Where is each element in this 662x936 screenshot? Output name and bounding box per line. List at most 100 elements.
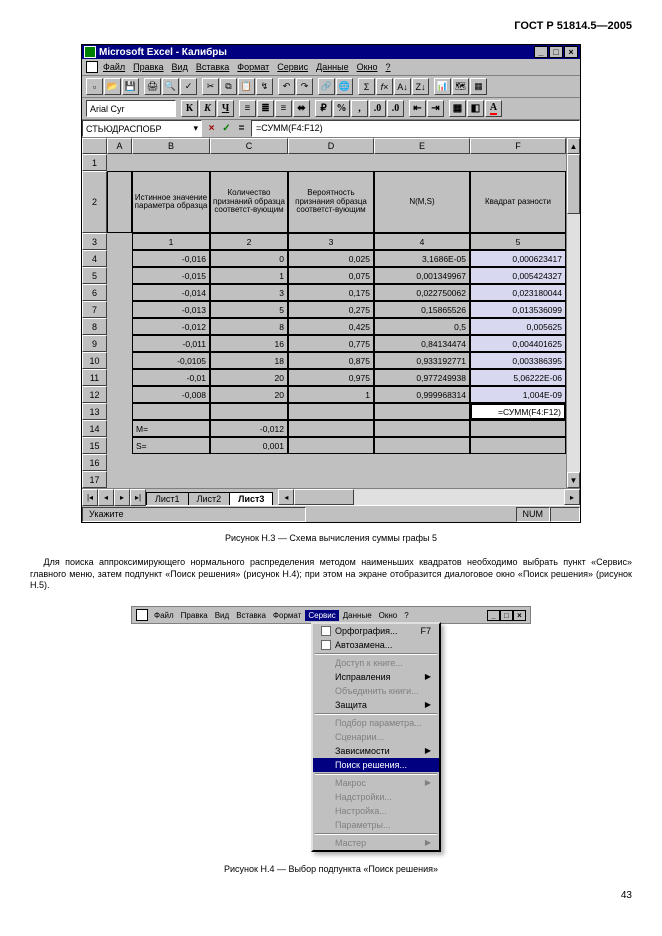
cell[interactable]: 0,005625 [470,318,566,335]
cell[interactable] [107,403,132,420]
cell[interactable] [374,403,470,420]
italic-icon[interactable]: K [199,100,216,117]
cell[interactable] [107,250,132,267]
cell[interactable]: 2 [210,233,288,250]
cell[interactable] [107,420,132,437]
font-combo[interactable]: Arial Cyr [86,100,176,117]
menu-help[interactable]: ? [383,61,394,73]
cell[interactable]: 0 [210,250,288,267]
col-header-a[interactable]: A [107,138,132,154]
cell[interactable]: 20 [210,369,288,386]
row-header-5[interactable]: 5 [82,267,107,284]
row-header-2[interactable]: 2 [82,171,107,233]
vertical-scrollbar[interactable]: ▲ ▼ [566,138,580,488]
cell[interactable] [107,171,132,233]
row-header-12[interactable]: 12 [82,386,107,403]
menu-insert[interactable]: Вставка [193,61,232,73]
cell[interactable]: 0,84134474 [374,335,470,352]
horizontal-scrollbar[interactable]: ◂ ▸ [278,489,580,505]
cell[interactable] [470,437,566,454]
sort-desc-icon[interactable]: Z↓ [412,78,429,95]
cell[interactable] [374,154,470,171]
row-header-8[interactable]: 8 [82,318,107,335]
cell[interactable] [374,420,470,437]
cell[interactable] [107,454,132,471]
cell[interactable] [132,403,210,420]
col-header-d[interactable]: D [288,138,374,154]
font-color-icon[interactable]: А [485,100,502,117]
cell[interactable]: 18 [210,352,288,369]
sheet-tab[interactable]: Лист1 [146,492,189,505]
name-box[interactable]: СТЬЮДРАСПОБР▾ [82,120,202,137]
new-icon[interactable]: ▫ [86,78,103,95]
menu2-tools[interactable]: Сервис [305,610,338,621]
col-header-b[interactable]: B [132,138,210,154]
cell[interactable] [288,471,374,488]
copy-icon[interactable]: ⧉ [220,78,237,95]
cell[interactable]: Вероятность признания образца соответст-… [288,171,374,233]
row-header-11[interactable]: 11 [82,369,107,386]
cell[interactable]: 0,775 [288,335,374,352]
cell[interactable]: -0,013 [132,301,210,318]
cell[interactable]: 0,022750062 [374,284,470,301]
tab-first-icon[interactable]: |◂ [82,489,98,506]
menu-item[interactable]: Орфография...F7 [313,624,439,638]
row-header-15[interactable]: 15 [82,437,107,454]
cell[interactable] [288,437,374,454]
menu-item[interactable]: Зависимости▶ [313,744,439,758]
cell[interactable] [374,437,470,454]
underline-icon[interactable]: Ч [217,100,234,117]
menu2-edit[interactable]: Правка [178,610,211,621]
cell[interactable]: 0,025 [288,250,374,267]
min2-icon[interactable]: _ [487,610,500,621]
cell[interactable] [470,420,566,437]
sort-asc-icon[interactable]: A↓ [394,78,411,95]
col-header-c[interactable]: C [210,138,288,154]
cell[interactable] [107,233,132,250]
inc-dec-icon[interactable]: .0 [369,100,386,117]
menu-item[interactable]: Автозамена... [313,638,439,652]
menu-item[interactable]: Защита▶ [313,698,439,712]
comma-icon[interactable]: , [351,100,368,117]
cell[interactable] [107,386,132,403]
row-header-4[interactable]: 4 [82,250,107,267]
cell[interactable]: 0,003386395 [470,352,566,369]
currency-icon[interactable]: ₽ [315,100,332,117]
cancel-icon[interactable]: × [204,121,219,136]
cell[interactable] [288,154,374,171]
cell[interactable]: Квадрат разности [470,171,566,233]
cell[interactable]: -0,012 [132,318,210,335]
cell[interactable] [210,154,288,171]
cell[interactable]: 1 [210,267,288,284]
cell[interactable] [132,471,210,488]
cell[interactable]: S= [132,437,210,454]
cell[interactable] [107,267,132,284]
menu2-insert[interactable]: Вставка [233,610,269,621]
cell[interactable] [107,335,132,352]
cell[interactable]: 5,06222E-06 [470,369,566,386]
cell[interactable] [470,454,566,471]
cell[interactable]: -0,0105 [132,352,210,369]
formula-input[interactable]: =СУММ(F4:F12) [251,120,580,137]
open-icon[interactable]: 📂 [104,78,121,95]
cell[interactable]: 1 [288,386,374,403]
align-center-icon[interactable]: ≣ [257,100,274,117]
col-header-f[interactable]: F [470,138,566,154]
indent-icon[interactable]: ⇥ [427,100,444,117]
col-header-e[interactable]: E [374,138,470,154]
cell[interactable]: 3 [210,284,288,301]
cell[interactable]: 16 [210,335,288,352]
sum-icon[interactable]: Σ [358,78,375,95]
row-header-3[interactable]: 3 [82,233,107,250]
cell[interactable] [107,437,132,454]
cell[interactable]: 20 [210,386,288,403]
menu2-data[interactable]: Данные [340,610,375,621]
cell[interactable]: -0,012 [210,420,288,437]
close2-icon[interactable]: × [513,610,526,621]
map-icon[interactable]: 🗺 [452,78,469,95]
cell[interactable]: M= [132,420,210,437]
cell[interactable] [107,471,132,488]
titlebar[interactable]: Microsoft Excel - Калибры _ □ × [82,45,580,59]
align-right-icon[interactable]: ≡ [275,100,292,117]
cell[interactable] [288,454,374,471]
